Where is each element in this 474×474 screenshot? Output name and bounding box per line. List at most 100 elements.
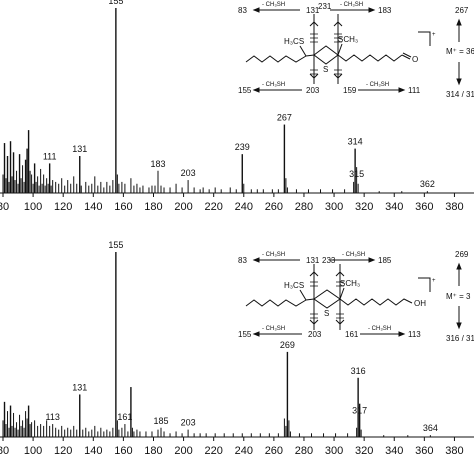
x-tick-label: 380 [445,201,463,213]
molecular-ion-label: M⁺ = 3 [446,292,471,301]
loss-label: - CH₃SH [262,326,285,332]
x-tick-label: 160 [114,201,132,213]
fragment-label: 233 [322,256,336,265]
fragment-label: 111 [408,86,421,95]
loss-label: - CH₃SH [262,82,285,88]
x-tick-label: 140 [84,201,102,213]
peak-label-183: 183 [150,159,165,169]
structure-bottom [245,257,431,337]
peak-label-267: 267 [277,113,292,123]
molecular-ion-label: M⁺ = 36 [446,47,474,56]
x-tick-label: 260 [265,445,283,457]
structure-bottom-labels: 83 131 233 185 155 203 161 113 - CH₃SH -… [238,250,474,343]
loss-label: - CH₃SH [368,326,391,332]
peak-label-316: 316 [351,366,366,376]
peak-label-315: 315 [349,169,364,179]
fragment-label: 131 [306,6,320,15]
fragment-label: 203 [306,86,320,95]
methylthio-group-label: H₃CS [284,37,304,46]
side-fragment-label: 316 / 31 [446,334,474,343]
loss-label: - CH₃SH [366,82,389,88]
peak-label-185: 185 [153,416,168,426]
x-tick-label: 340 [385,445,403,457]
ring-sulfur-label: S [324,309,329,318]
structure-top-side-arrows [456,18,462,86]
peak-label-269: 269 [280,340,295,350]
peak-label-203: 203 [181,418,196,428]
side-fragment-label: 314 / 31 [446,90,474,99]
spectrum-top-peaks [2,8,428,193]
peak-label-111: 111 [43,151,57,161]
fragment-label: 203 [308,330,322,339]
carbonyl-group-label: O [412,55,418,64]
x-tick-label: 320 [355,445,373,457]
fragment-label: 159 [343,86,357,95]
loss-label: - CH₃SH [262,252,285,258]
spectrum-bottom-x-ticks: 80 100 120 140 160 180 200 220 240 260 280 300 320 34… [0,437,464,457]
structure-top [245,7,431,93]
peak-label-317: 317 [352,406,367,416]
fragment-label: 83 [238,256,247,265]
peak-label-155: 155 [108,240,123,250]
x-tick-label: 240 [235,445,253,457]
fragment-label: 185 [378,256,392,265]
fragment-label: 183 [378,6,392,15]
x-tick-label: 360 [415,445,433,457]
x-tick-label: 300 [325,445,343,457]
x-tick-label: 100 [24,445,42,457]
peak-label-161: 161 [117,412,132,422]
x-tick-label: 280 [295,445,313,457]
fragment-label: 231 [318,2,332,11]
hydroxyl-group-label: OH [414,299,426,308]
x-tick-label: 360 [415,201,433,213]
fragment-label: 131 [306,256,320,265]
fragment-label: 161 [345,330,359,339]
x-tick-label: 320 [355,201,373,213]
x-tick-label: 120 [54,201,72,213]
fragment-label: 113 [408,330,421,339]
x-tick-label: 220 [205,445,223,457]
peak-label-131: 131 [72,144,87,154]
x-tick-label: 380 [445,445,463,457]
x-tick-label: 180 [144,445,162,457]
x-tick-label: 340 [385,201,403,213]
spectrum-top-x-ticks: 80 100 120 140 160 180 200 220 240 260 280 300 320 34… [0,193,464,213]
x-tick-label: 120 [54,445,72,457]
fragment-label: 155 [238,86,252,95]
peak-label-155: 155 [108,0,123,6]
methylthio-group-label: SCH₃ [340,279,360,288]
ring-sulfur-label: S [323,65,328,74]
fragment-label: 83 [238,6,247,15]
spectrum-bottom: 155 131 113 161 185 203 269 316 317 364 80 100 120 1… [0,240,474,457]
spectrum-bottom-peaks [2,252,431,437]
x-tick-label: 240 [235,201,253,213]
fragment-label: 155 [238,330,252,339]
side-fragment-label: 267 [455,6,469,15]
loss-label: - CH₃SH [262,2,285,8]
structure-bottom-side-arrows [456,262,462,330]
x-tick-label: 140 [84,445,102,457]
x-tick-label: 260 [265,201,283,213]
spectrum-bottom-peak-labels: 155 131 113 161 185 203 269 316 317 364 [45,240,437,433]
methylthio-group-label: SCH₃ [338,35,358,44]
x-tick-label: 160 [114,445,132,457]
side-fragment-label: 269 [455,250,469,259]
x-tick-label: 100 [24,201,42,213]
x-tick-label: 200 [174,445,192,457]
x-tick-label: 300 [325,201,343,213]
loss-label: - CH₃SH [340,2,363,8]
radical-cation-sign: + [432,32,436,38]
spectrum-top: 155 131 111 183 203 239 267 314 315 362 80 100 120 1… [0,0,474,213]
x-tick-label: 80 [0,445,9,457]
peak-label-113: 113 [45,412,59,422]
methylthio-group-label: H₃CS [284,281,304,290]
spectrum-top-peak-labels: 155 131 111 183 203 239 267 314 315 362 [43,0,435,189]
loss-label: - CH₃SH [342,252,365,258]
peak-label-203: 203 [181,168,196,178]
x-tick-label: 280 [295,201,313,213]
structure-top-labels: 83 131 231 183 155 203 159 111 - CH₃SH -… [238,2,474,99]
x-tick-label: 220 [205,201,223,213]
peak-label-314: 314 [348,137,363,147]
x-tick-label: 200 [174,201,192,213]
